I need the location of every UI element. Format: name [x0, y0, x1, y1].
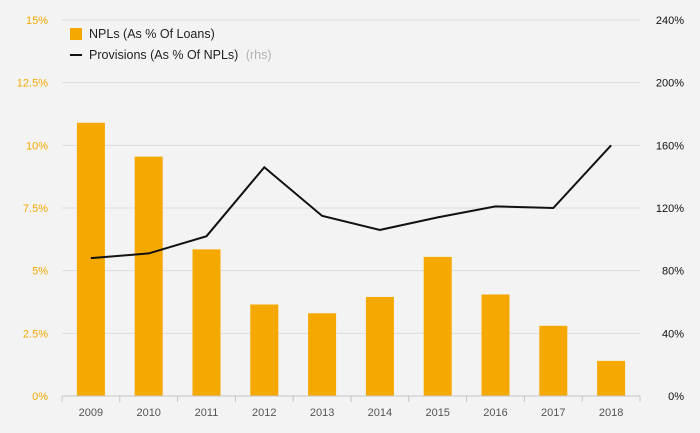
y-left-tick-label: 0%: [32, 391, 48, 403]
provisions-line: [90, 144, 612, 260]
legend-swatch-npl: [70, 28, 82, 40]
y-right-tick-label: 240%: [656, 15, 684, 27]
npl-bar: [597, 360, 626, 396]
legend-label-provisions-main: Provisions (As % Of NPLs): [89, 48, 238, 62]
x-tick-label: 2014: [368, 407, 392, 419]
x-tick-label: 2018: [599, 407, 623, 419]
npl-bar: [365, 296, 394, 396]
axes: 0% 2.5% 5% 7.5% 10% 12.5% 15% 0% 40% 80% 120% 160% 2…: [17, 15, 684, 419]
y-right-tick-label: 0%: [668, 391, 684, 403]
y-left-tick-label: 5%: [32, 266, 48, 278]
y-left-tick-label: 10%: [26, 140, 48, 152]
npl-bar: [481, 294, 510, 396]
x-tick-label: 2016: [483, 407, 507, 419]
npl-bar: [423, 256, 452, 396]
legend: NPLs (As % Of Loans) Provisions (As % Of…: [70, 27, 272, 62]
y-right-tick-label: 80%: [662, 266, 684, 278]
legend-label-provisions: Provisions (As % Of NPLs) (rhs): [89, 48, 272, 62]
y-right-tick-label: 40%: [662, 328, 684, 340]
npl-bars: [76, 122, 626, 397]
y-right-tick-label: 160%: [656, 140, 684, 152]
y-left-tick-label: 12.5%: [17, 78, 48, 90]
y-left-tick-label: 15%: [26, 15, 48, 27]
x-tick-label: 2013: [310, 407, 334, 419]
npl-bar: [539, 325, 568, 396]
provisions-line-group: [90, 144, 612, 260]
npl-bar: [192, 249, 221, 396]
y-right-tick-label: 120%: [656, 203, 684, 215]
npl-bar: [76, 122, 105, 397]
y-left-tick-label: 7.5%: [23, 203, 48, 215]
legend-label-npl: NPLs (As % Of Loans): [89, 27, 215, 41]
x-tick-label: 2009: [79, 407, 103, 419]
x-tick-label: 2017: [541, 407, 565, 419]
x-tick-label: 2010: [136, 407, 160, 419]
legend-label-provisions-suffix: (rhs): [246, 48, 272, 62]
x-tick-label: 2011: [195, 407, 219, 419]
y-right-tick-label: 200%: [656, 78, 684, 90]
x-tick-label: 2015: [425, 407, 449, 419]
x-tick-label: 2012: [252, 407, 276, 419]
npl-bar: [134, 156, 163, 396]
npl-bar: [308, 313, 337, 396]
npl-bar: [250, 304, 279, 396]
y-left-tick-label: 2.5%: [23, 328, 48, 340]
